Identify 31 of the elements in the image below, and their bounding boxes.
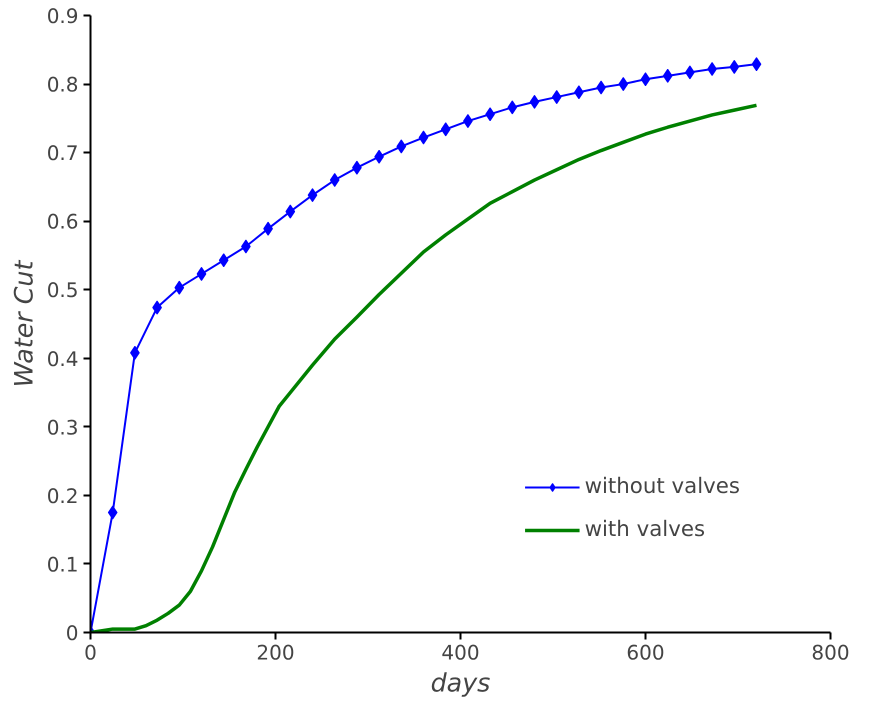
y-tick-label: 0.5 [46, 278, 79, 302]
x-tick-label: 600 [626, 640, 665, 664]
point [552, 90, 562, 104]
point [507, 100, 518, 114]
x-tick-label: 0 [84, 640, 97, 664]
y-tick-label: 0.1 [46, 552, 79, 576]
y-tick-label: 0 [66, 621, 79, 645]
y-tick-label: 0.6 [46, 210, 79, 234]
x-axis-title: days [430, 668, 490, 698]
y-tick-label: 0.3 [46, 415, 79, 440]
point [618, 77, 628, 92]
point [396, 139, 406, 154]
point [174, 280, 184, 295]
legend-label: with valves [584, 517, 706, 542]
legend-label: without valves [584, 474, 740, 499]
x-tick-label: 800 [811, 640, 850, 664]
point [285, 204, 296, 219]
y-tick-label: 0.2 [46, 484, 79, 508]
x-tick-label: 400 [441, 640, 480, 664]
point [218, 253, 229, 268]
point [108, 506, 118, 520]
x-tick-label: 200 [256, 640, 295, 664]
y-axis-title: Water Cut [8, 260, 39, 388]
y-tick-label: 0.7 [46, 141, 79, 166]
y-tick-label: 0.4 [46, 346, 79, 371]
point [662, 68, 673, 83]
y-tick-label: 0.8 [46, 72, 79, 97]
point [729, 60, 740, 74]
point [440, 122, 451, 136]
y-tick-label: 0.9 [46, 4, 79, 28]
point [330, 173, 340, 188]
